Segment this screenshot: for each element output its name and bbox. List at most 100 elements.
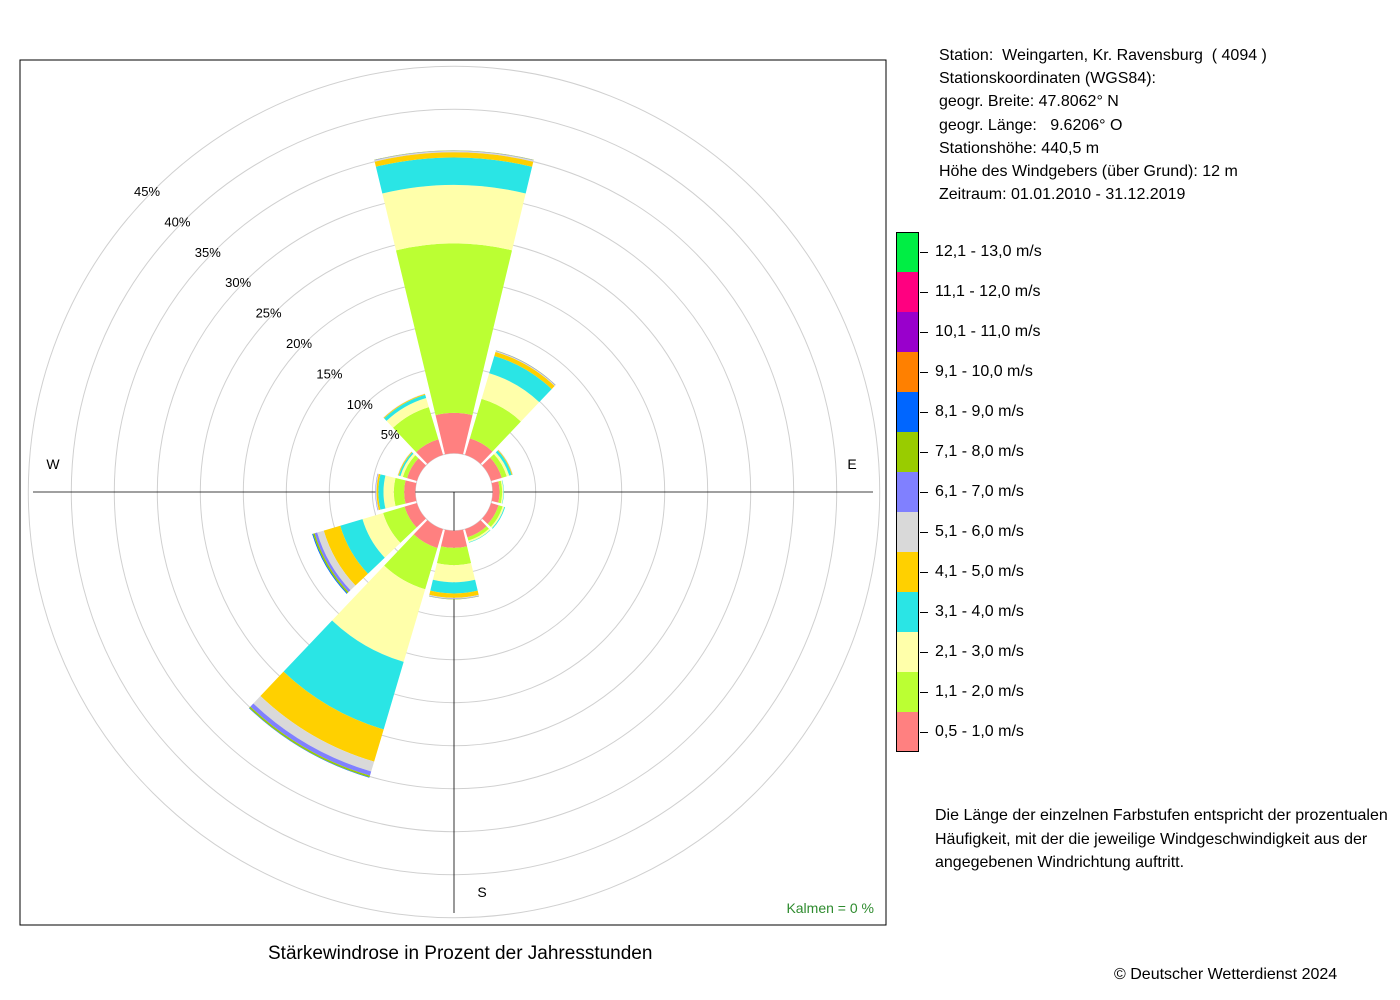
- sector-segment: [404, 502, 426, 528]
- sector-segment: [393, 477, 406, 507]
- sector-segment: [374, 150, 534, 161]
- sector-segment: [440, 529, 468, 548]
- sector-segment: [500, 480, 504, 504]
- sector-segment: [497, 449, 513, 475]
- sector-segment: [432, 563, 476, 583]
- legend-swatch: [896, 392, 919, 432]
- legend-tick: [920, 292, 928, 293]
- legend-tick: [920, 252, 928, 253]
- sector-segment: [362, 513, 401, 558]
- station-info: Station: Weingarten, Kr. Ravensburg ( 40…: [939, 44, 1267, 206]
- legend-item: 10,1 - 11,0 m/s: [896, 312, 1196, 352]
- legend-item: 8,1 - 9,0 m/s: [896, 392, 1196, 432]
- legend-swatch: [896, 352, 919, 392]
- station-latitude: geogr. Breite: 47.8062° N: [939, 93, 1119, 111]
- sector-240: [312, 502, 426, 594]
- legend-item: 0,5 - 1,0 m/s: [896, 712, 1196, 752]
- sector-segment: [407, 458, 426, 482]
- legend-label: 4,1 - 5,0 m/s: [935, 563, 1024, 580]
- legend-swatch: [896, 472, 919, 512]
- legend-label: 5,1 - 6,0 m/s: [935, 523, 1024, 540]
- sector-60: [482, 449, 513, 482]
- sector-segment: [378, 474, 386, 510]
- sector-segment: [469, 398, 521, 452]
- sector-segment: [395, 243, 513, 416]
- radial-tick-label: 25%: [256, 306, 282, 321]
- sector-segment: [250, 703, 372, 776]
- legend-swatch: [896, 512, 919, 552]
- sector-segment: [493, 452, 510, 477]
- legend-swatch: [896, 432, 919, 472]
- sector-segment: [464, 438, 493, 464]
- sector-segment: [376, 473, 381, 511]
- sector-210: [248, 520, 444, 778]
- legend-note: Die Länge der einzelnen Farbstufen entsp…: [935, 807, 1388, 871]
- legend-label: 11,1 - 12,0 m/s: [935, 283, 1041, 300]
- sector-segment: [382, 184, 526, 251]
- compass-label-east: E: [847, 456, 856, 472]
- sector-segment: [490, 506, 505, 529]
- legend-item: 2,1 - 3,0 m/s: [896, 632, 1196, 672]
- sector-segment: [429, 594, 479, 599]
- sector-segment: [429, 595, 479, 600]
- sector-segment: [397, 451, 413, 476]
- sector-180: [428, 529, 480, 600]
- legend-swatch: [896, 672, 919, 712]
- legend-item: 3,1 - 4,0 m/s: [896, 592, 1196, 632]
- sector-segment: [340, 519, 385, 574]
- radial-tick-label: 40%: [164, 214, 190, 229]
- sector-segment: [428, 596, 480, 600]
- sector-segment: [498, 480, 503, 504]
- sector-segment: [495, 450, 512, 476]
- legend-tick: [920, 412, 928, 413]
- legend-label: 0,5 - 1,0 m/s: [935, 723, 1024, 740]
- station-coordinates-heading: Stationskoordinaten (WGS84):: [939, 70, 1156, 88]
- sector-segment: [413, 520, 444, 549]
- sector-segment: [468, 528, 491, 543]
- legend-tick: [920, 332, 928, 333]
- sector-30: [464, 350, 556, 464]
- sector-segment: [502, 480, 504, 504]
- sector-270: [375, 473, 417, 511]
- sector-segment: [436, 546, 472, 566]
- legend-item: 12,1 - 13,0 m/s: [896, 232, 1196, 272]
- legend-swatch: [896, 312, 919, 352]
- radial-tick-label: 30%: [225, 275, 251, 290]
- sector-300: [397, 451, 426, 482]
- legend-item: 6,1 - 7,0 m/s: [896, 472, 1196, 512]
- sector-segment: [313, 533, 349, 594]
- compass-label-south: S: [477, 884, 486, 900]
- legend-label: 1,1 - 2,0 m/s: [935, 683, 1024, 700]
- legend-label: 10,1 - 11,0 m/s: [935, 323, 1041, 340]
- legend-item: 5,1 - 6,0 m/s: [896, 512, 1196, 552]
- sector-segment: [383, 506, 417, 543]
- sector-segment: [283, 620, 404, 730]
- radial-tick-label: 45%: [134, 184, 160, 199]
- sector-120: [482, 502, 506, 529]
- legend-tick: [920, 652, 928, 653]
- sector-segment: [374, 151, 534, 162]
- sector-0: [374, 150, 534, 455]
- sector-segment: [435, 412, 473, 455]
- sector-segment: [429, 590, 479, 598]
- radial-tick-label: 15%: [316, 366, 342, 381]
- sector-segment: [374, 150, 534, 161]
- legend-tick: [920, 572, 928, 573]
- sector-segment: [393, 407, 439, 453]
- sector-segment: [489, 355, 552, 403]
- sector-segment: [404, 480, 417, 504]
- sector-segment: [492, 506, 506, 529]
- station-longitude: geogr. Länge: 9.6206° O: [939, 116, 1123, 134]
- sector-segment: [430, 579, 478, 594]
- legend-item: 1,1 - 2,0 m/s: [896, 672, 1196, 712]
- legend-tick: [920, 612, 928, 613]
- sector-segment: [464, 520, 487, 538]
- sector-segment: [375, 473, 378, 511]
- legend-swatch: [896, 232, 919, 272]
- sector-segment: [260, 671, 384, 762]
- legend-item: 9,1 - 10,0 m/s: [896, 352, 1196, 392]
- sector-segment: [383, 475, 396, 509]
- sector-segment: [416, 439, 444, 464]
- legend-swatch: [896, 552, 919, 592]
